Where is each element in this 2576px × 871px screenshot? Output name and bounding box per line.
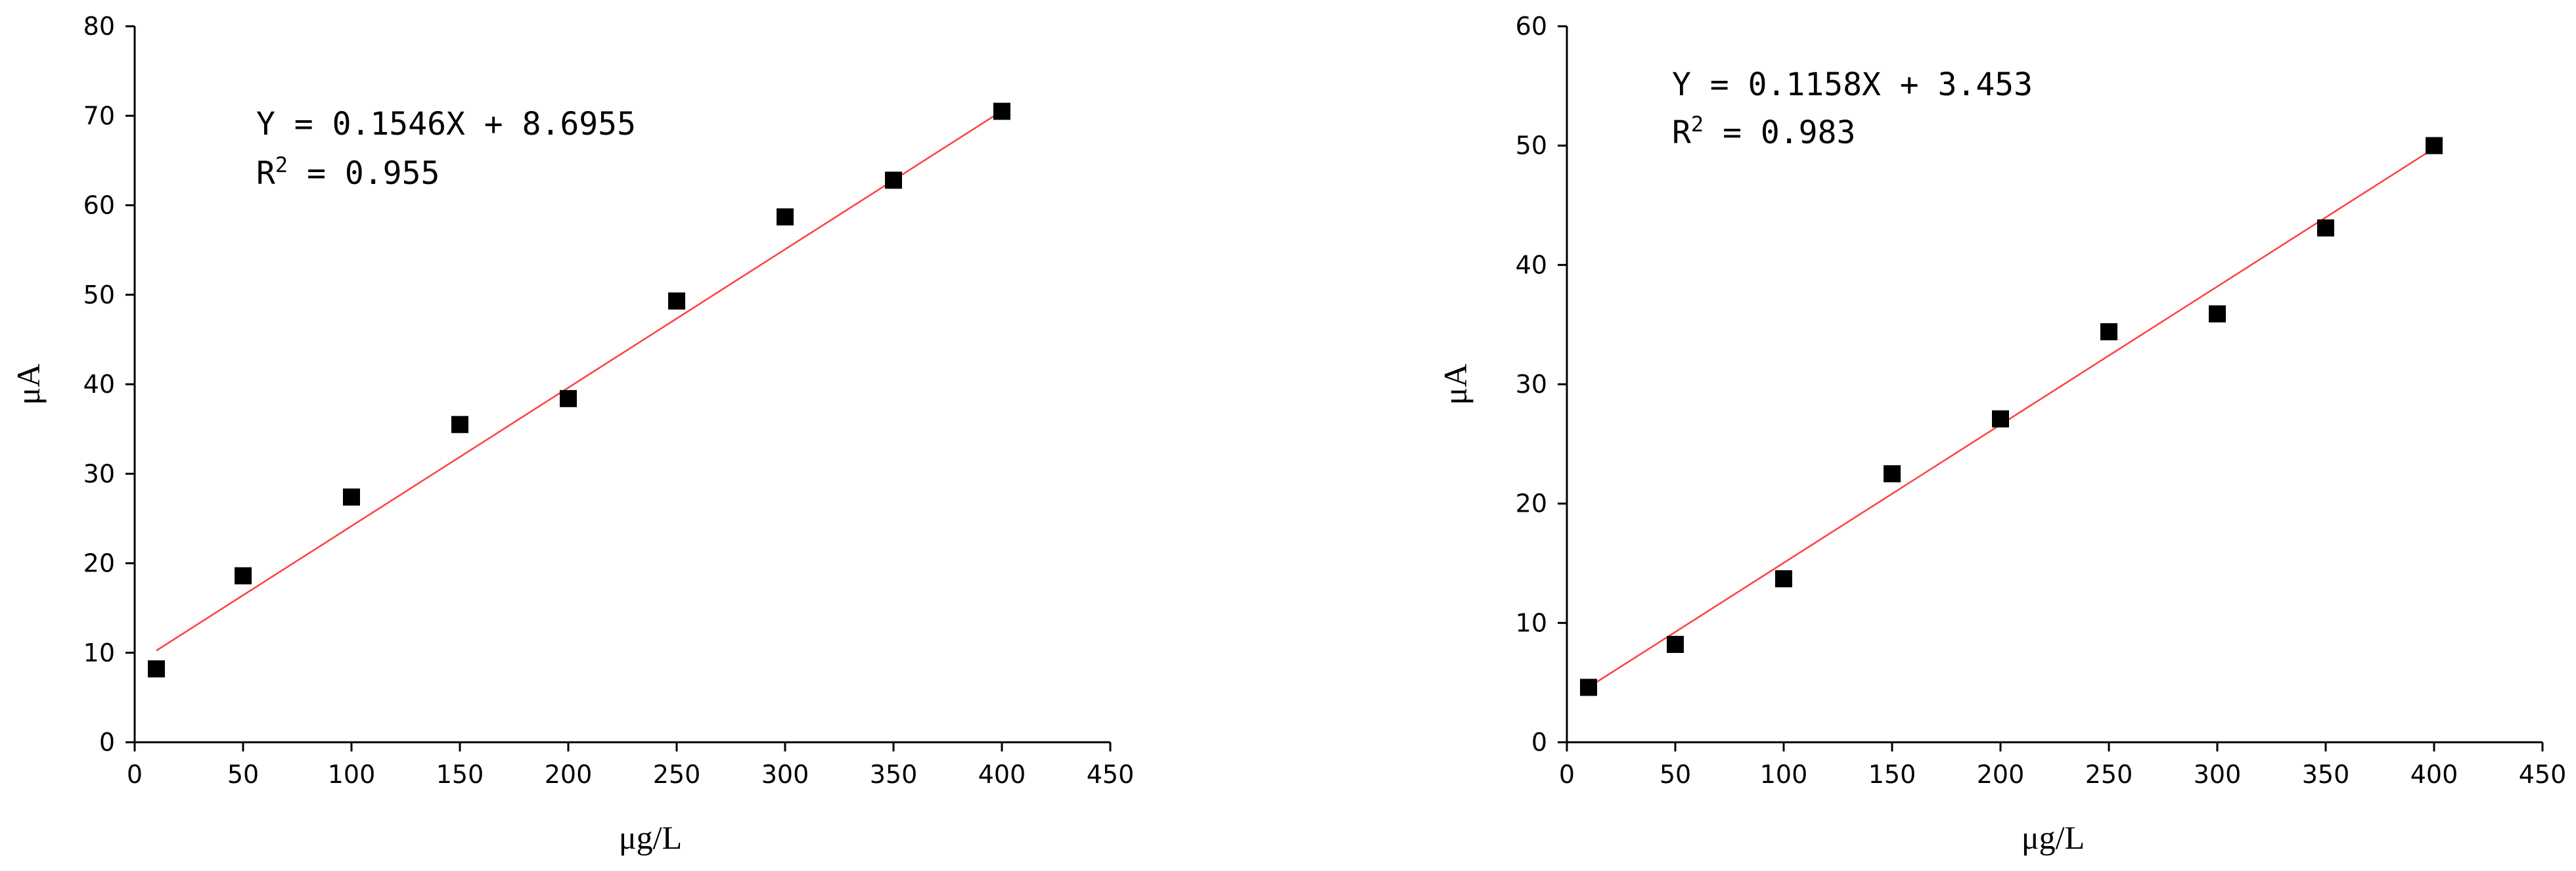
y-tick-label: 60 xyxy=(1516,12,1547,41)
fit-equation: Y = 0.1546X + 8.6955 xyxy=(256,106,636,143)
y-tick-label: 30 xyxy=(83,459,115,488)
y-tick-label: 0 xyxy=(1531,728,1547,757)
y-tick-label: 50 xyxy=(83,280,115,309)
y-tick-label: 60 xyxy=(83,191,115,220)
y-axis-label: μA xyxy=(1437,364,1474,405)
y-tick-label: 50 xyxy=(1516,131,1547,160)
data-point xyxy=(1580,679,1597,696)
x-tick-label: 350 xyxy=(2302,760,2350,789)
data-point xyxy=(148,660,165,678)
x-tick-label: 250 xyxy=(2085,760,2133,789)
data-point xyxy=(2209,305,2226,323)
x-tick-label: 100 xyxy=(328,760,376,789)
data-point xyxy=(777,208,794,226)
y-tick-label: 30 xyxy=(1516,370,1547,399)
x-tick-label: 200 xyxy=(1977,760,2025,789)
x-tick-label: 0 xyxy=(1559,760,1575,789)
chart-left: 0 50 100 150 200 250 300 350 400 450 0 10 20 30 40 50 60… xyxy=(10,12,1134,856)
data-point xyxy=(1884,465,1901,483)
fit-equation: Y = 0.1158X + 3.453 xyxy=(1672,66,2033,103)
data-point xyxy=(668,292,685,310)
x-tick-label: 450 xyxy=(2519,760,2567,789)
data-point xyxy=(1667,636,1684,654)
x-tick-label: 100 xyxy=(1760,760,1808,789)
data-point xyxy=(2100,323,2117,341)
data-point xyxy=(2317,219,2334,237)
x-tick-label: 200 xyxy=(545,760,593,789)
x-tick-label: 450 xyxy=(1087,760,1135,789)
data-point xyxy=(1992,410,2009,428)
x-tick-label: 300 xyxy=(2194,760,2242,789)
r-squared: R2 = 0.983 xyxy=(1672,112,1855,151)
data-point xyxy=(993,102,1010,120)
data-point xyxy=(235,567,252,585)
x-tick-label: 350 xyxy=(870,760,918,789)
y-tick-label: 20 xyxy=(1516,489,1547,518)
chart-right: 0 50 100 150 200 250 300 350 400 450 0 10 20 30 40 50 60… xyxy=(1437,12,2566,856)
x-axis-label: μg/L xyxy=(2022,819,2085,856)
x-tick-label: 50 xyxy=(1660,760,1691,789)
y-tick-label: 10 xyxy=(83,638,115,667)
x-tick-label: 250 xyxy=(653,760,701,789)
x-axis-label: μg/L xyxy=(619,819,682,856)
x-tick-label: 300 xyxy=(761,760,809,789)
data-point xyxy=(1775,570,1792,588)
y-tick-label: 40 xyxy=(1516,250,1547,279)
data-point xyxy=(560,390,577,407)
y-tick-label: 70 xyxy=(83,101,115,130)
x-tick-label: 150 xyxy=(1868,760,1916,789)
y-tick-label: 80 xyxy=(83,12,115,41)
data-point xyxy=(885,171,902,189)
fit-line xyxy=(156,110,1003,652)
data-point xyxy=(343,488,360,506)
y-axis-label: μA xyxy=(10,364,47,405)
x-tick-label: 400 xyxy=(978,760,1026,789)
data-point xyxy=(2426,137,2443,154)
equation-annotation: Y = 0.1158X + 3.453 R2 = 0.983 xyxy=(1672,66,2033,151)
x-tick-label: 0 xyxy=(127,760,143,789)
y-tick-label: 10 xyxy=(1516,608,1547,637)
y-tick-label: 0 xyxy=(99,728,115,757)
x-tick-label: 50 xyxy=(227,760,259,789)
fit-line xyxy=(1588,147,2435,688)
equation-annotation: Y = 0.1546X + 8.6955 R2 = 0.955 xyxy=(256,106,636,192)
y-tick-label: 20 xyxy=(83,549,115,578)
x-tick-label: 400 xyxy=(2410,760,2458,789)
data-point xyxy=(451,416,468,434)
r-squared: R2 = 0.955 xyxy=(256,152,440,192)
x-tick-label: 150 xyxy=(436,760,484,789)
y-tick-label: 40 xyxy=(83,370,115,399)
